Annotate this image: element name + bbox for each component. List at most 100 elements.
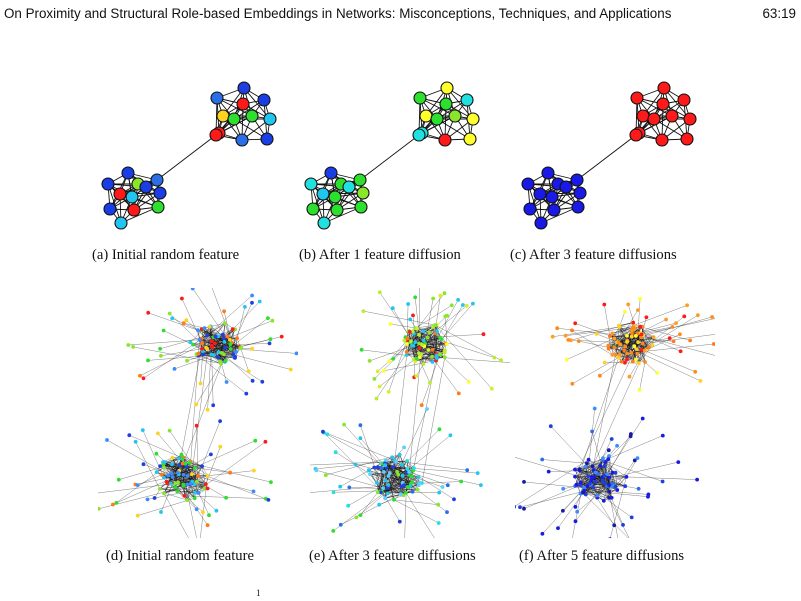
bottom-community-node [573, 505, 578, 509]
bottom-community-node [612, 523, 617, 528]
top-community-node [625, 333, 629, 338]
graph-node [260, 132, 274, 146]
top-community-node [197, 337, 202, 342]
large-graph-d [98, 288, 298, 538]
edge [175, 486, 204, 513]
caption-a-text: Initial random feature [111, 247, 240, 263]
bottom-community-node [632, 458, 637, 463]
bottom-community-node [176, 470, 180, 475]
top-community-node [411, 344, 416, 348]
bottom-community-node [187, 461, 192, 465]
top-community-node [634, 357, 638, 362]
graph-node [227, 112, 241, 126]
edge [566, 330, 633, 360]
top-community-node [216, 350, 221, 355]
edge [216, 97, 253, 117]
bottom-community-node [127, 433, 132, 438]
edge [405, 492, 435, 538]
bottom-community-node [613, 484, 618, 489]
edge [389, 472, 401, 495]
top-community-node [489, 386, 494, 391]
bottom-community-node [218, 444, 223, 449]
top-community-node [430, 347, 435, 352]
graph-node [460, 93, 474, 107]
edge [608, 445, 618, 457]
graph-node [354, 200, 368, 214]
top-community-node [674, 321, 678, 325]
top-community-node [359, 347, 364, 352]
top-community-node [421, 362, 426, 366]
edge [626, 322, 677, 336]
edge [335, 452, 371, 475]
bottom-community-node [609, 437, 614, 441]
edge [565, 326, 641, 336]
bottom-community-node [624, 475, 629, 479]
top-community-node [608, 334, 612, 339]
page-number: 63:19 [762, 6, 796, 21]
bottom-community-node [383, 458, 388, 463]
top-community-node [244, 391, 249, 396]
bottom-community-node [400, 462, 404, 467]
bottom-community-node [646, 494, 650, 499]
top-community-node [430, 360, 435, 364]
top-community-node [618, 352, 622, 357]
top-community-node [570, 328, 574, 333]
inter-community-edge [574, 337, 642, 477]
top-community-node [267, 341, 272, 346]
top-community-node [421, 329, 426, 333]
bottom-community-node [522, 506, 526, 511]
bottom-community-node [436, 521, 441, 525]
bottom-community-node [342, 422, 346, 427]
bottom-community-node [398, 492, 403, 496]
edge [626, 476, 698, 480]
graph-node [235, 133, 249, 147]
top-community-node [610, 331, 615, 336]
edge [640, 326, 691, 341]
top-community-node [138, 373, 142, 378]
edge [631, 333, 715, 356]
bottom-community-node [607, 454, 611, 458]
bottom-community-node [188, 482, 193, 486]
graph-node [150, 173, 164, 187]
node-group [313, 290, 503, 533]
bottom-community-node [333, 450, 338, 455]
bottom-community-node [376, 465, 380, 469]
top-community-node [415, 326, 419, 331]
bottom-community-node [452, 497, 456, 502]
edge [572, 463, 588, 538]
edge [575, 323, 628, 343]
top-community-node [461, 303, 465, 307]
edge [323, 206, 362, 224]
top-community-node [205, 333, 209, 338]
small-graph-b [304, 81, 480, 230]
top-community-node [204, 345, 208, 350]
bottom-community-node [321, 429, 325, 434]
bottom-community-node [636, 486, 641, 491]
top-community-node [471, 301, 475, 306]
top-community-node [228, 342, 233, 346]
bottom-community-node [205, 523, 210, 528]
graph-node [324, 166, 338, 180]
bottom-community-node [165, 481, 170, 486]
edge [414, 328, 416, 378]
top-community-node [158, 346, 162, 351]
edge [608, 491, 618, 538]
bottom-community-node [201, 510, 205, 515]
bottom-community-node [546, 469, 551, 474]
edge [201, 466, 206, 484]
edge [579, 470, 608, 475]
top-community-node [243, 305, 247, 309]
edge [602, 418, 643, 481]
top-community-node [636, 340, 640, 345]
inter-community-edge [175, 343, 203, 488]
graph-node [342, 180, 356, 194]
edge [239, 339, 271, 347]
bottom-community-node [195, 479, 199, 484]
caption-c-label: (c) [510, 247, 527, 263]
graph-node [125, 190, 139, 204]
subfigure-c-graph [512, 76, 702, 236]
top-community-node [623, 344, 628, 349]
edge [407, 338, 445, 353]
edge [333, 474, 409, 532]
edge [418, 288, 420, 354]
